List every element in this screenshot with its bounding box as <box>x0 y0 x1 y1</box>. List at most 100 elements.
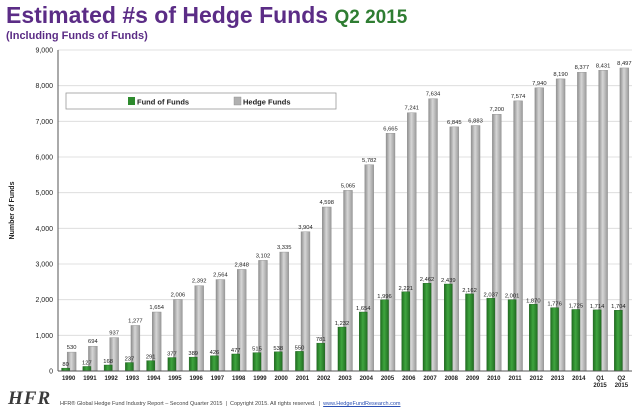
data-label-hedge-funds: 7,940 <box>532 81 547 87</box>
bar-fund-of-funds <box>529 304 538 372</box>
bar-fund-of-funds <box>295 351 304 372</box>
y-tick-label: 6,000 <box>35 155 53 162</box>
y-tick-label: 8,000 <box>35 83 53 90</box>
bar-fund-of-funds <box>188 356 198 372</box>
x-tick-label: 1993 <box>126 376 140 382</box>
data-label-fund-of-funds: 127 <box>82 360 92 366</box>
data-label-hedge-funds: 7,200 <box>490 107 505 113</box>
footer-report: HFR® Global Hedge Fund Industry Report –… <box>60 401 223 407</box>
x-tick-label: 2003 <box>338 376 352 382</box>
data-label-hedge-funds: 4,598 <box>319 200 334 206</box>
data-label-fund-of-funds: 477 <box>231 348 241 354</box>
bar-fund-of-funds <box>82 366 92 372</box>
data-label-hedge-funds: 7,574 <box>511 94 526 100</box>
hfr-logo: HFR <box>8 388 52 409</box>
data-label-hedge-funds: 8,377 <box>575 65 590 71</box>
bar-fund-of-funds <box>337 326 347 372</box>
x-tick-label: 2006 <box>402 376 416 382</box>
data-label-hedge-funds: 2,564 <box>213 273 228 279</box>
x-tick-label: Q2 <box>617 376 626 382</box>
bar-fund-of-funds <box>550 307 559 372</box>
data-label-fund-of-funds: 2,439 <box>441 278 456 284</box>
bar-fund-of-funds <box>125 362 134 372</box>
data-label-fund-of-funds: 2,037 <box>484 292 499 298</box>
data-label-hedge-funds: 7,634 <box>426 92 441 98</box>
bar-fund-of-funds <box>316 342 325 372</box>
data-label-fund-of-funds: 2,221 <box>399 286 414 292</box>
x-tick-label: 1995 <box>168 376 182 382</box>
data-label-fund-of-funds: 1,776 <box>547 302 562 308</box>
data-label-fund-of-funds: 426 <box>210 350 220 356</box>
bar-fund-of-funds <box>401 291 411 372</box>
x-tick-label: 2008 <box>445 376 459 382</box>
bar-fund-of-funds <box>231 353 240 372</box>
data-label-hedge-funds: 3,335 <box>277 245 292 251</box>
y-tick-label: 5,000 <box>35 190 53 197</box>
data-label-fund-of-funds: 1,714 <box>590 304 605 310</box>
bar-fund-of-funds <box>210 355 219 372</box>
x-tick-label: 1991 <box>83 376 97 382</box>
y-tick-label: 1,000 <box>35 333 53 340</box>
y-axis-label: Number of Funds <box>9 181 16 239</box>
x-tick-label: 1997 <box>211 376 225 382</box>
y-tick-label: 9,000 <box>35 48 53 55</box>
data-label-fund-of-funds: 237 <box>125 357 135 363</box>
x-tick-label: 2001 <box>296 376 310 382</box>
data-label-fund-of-funds: 291 <box>146 355 156 361</box>
legend-swatch-fund-of-funds <box>128 97 135 105</box>
data-label-fund-of-funds: 1,870 <box>526 298 541 304</box>
footer-website-link[interactable]: www.HedgeFundResearch.com <box>323 401 401 407</box>
x-tick-label: 2010 <box>487 376 501 382</box>
chart-title: Estimated #s of Hedge Funds Q2 2015 <box>6 2 407 29</box>
x-tick-label: 2012 <box>530 376 544 382</box>
data-label-fund-of-funds: 1,704 <box>611 304 626 310</box>
x-tick-label: 2011 <box>509 376 523 382</box>
data-label-fund-of-funds: 2,462 <box>420 277 435 283</box>
bar-fund-of-funds <box>380 299 389 372</box>
data-label-hedge-funds: 8,497 <box>617 61 632 67</box>
bar-fund-of-funds <box>444 283 453 372</box>
data-label-hedge-funds: 2,006 <box>171 292 186 298</box>
x-tick-label: 1990 <box>62 376 76 382</box>
legend-label-fund-of-funds: Fund of Funds <box>137 98 189 107</box>
bar-fund-of-funds <box>486 298 496 372</box>
data-label-fund-of-funds: 389 <box>188 351 198 357</box>
data-label-hedge-funds: 530 <box>67 345 77 351</box>
data-label-fund-of-funds: 515 <box>252 347 262 353</box>
data-label-hedge-funds: 8,431 <box>596 63 611 69</box>
data-label-hedge-funds: 3,904 <box>298 225 313 231</box>
y-tick-label: 7,000 <box>35 119 53 126</box>
bar-fund-of-funds <box>103 364 113 372</box>
legend-box <box>65 92 337 110</box>
data-label-hedge-funds: 6,665 <box>383 126 398 132</box>
x-tick-label: 2000 <box>275 376 289 382</box>
x-tick-label: 2007 <box>423 376 437 382</box>
y-tick-label: 3,000 <box>35 262 53 269</box>
bar-fund-of-funds <box>359 311 368 372</box>
x-tick-label: 2004 <box>360 376 374 382</box>
data-label-fund-of-funds: 1,232 <box>335 321 350 327</box>
data-label-fund-of-funds: 781 <box>316 337 326 343</box>
bar-fund-of-funds <box>507 299 517 372</box>
bar-fund-of-funds <box>167 357 177 372</box>
data-label-hedge-funds: 3,102 <box>256 253 271 259</box>
chart-title-quarter: Q2 2015 <box>334 7 408 28</box>
data-label-hedge-funds: 6,845 <box>447 120 462 126</box>
data-label-hedge-funds: 694 <box>88 339 98 345</box>
data-label-hedge-funds: 5,065 <box>341 183 356 189</box>
data-label-hedge-funds: 7,241 <box>405 106 420 112</box>
bar-fund-of-funds <box>273 351 283 372</box>
x-tick-label: 1998 <box>232 376 246 382</box>
x-tick-label: 2015 <box>615 383 629 389</box>
x-tick-label: 2002 <box>317 376 331 382</box>
footer-source: HFR® Global Hedge Fund Industry Report –… <box>60 401 401 407</box>
bar-fund-of-funds <box>571 309 581 372</box>
data-label-hedge-funds: 2,392 <box>192 279 207 285</box>
x-tick-label: 2005 <box>381 376 395 382</box>
data-label-fund-of-funds: 168 <box>103 359 113 365</box>
x-tick-label: 1994 <box>147 376 161 382</box>
x-tick-label: 2013 <box>551 376 565 382</box>
data-label-hedge-funds: 1,277 <box>128 318 143 324</box>
data-label-fund-of-funds: 2,001 <box>505 294 520 300</box>
